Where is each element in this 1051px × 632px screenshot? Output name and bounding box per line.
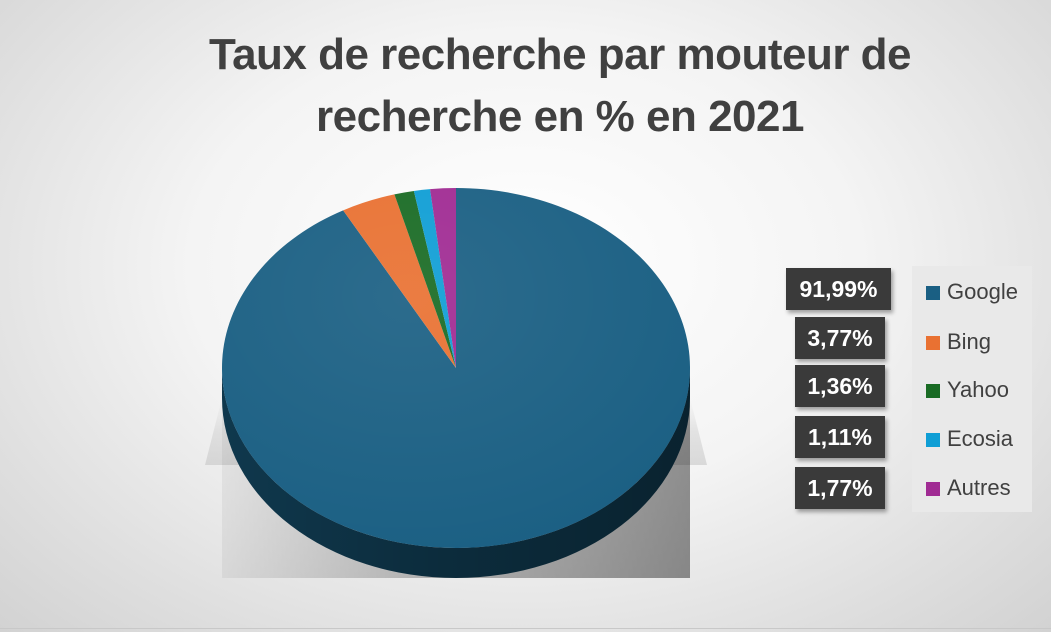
legend-item-yahoo: Yahoo [926, 377, 1009, 403]
pie-top-shine [222, 188, 690, 548]
chart-bottom-border [0, 628, 1051, 629]
legend-item-google: Google [926, 279, 1018, 305]
data-label-bing: 3,77% [795, 317, 885, 359]
data-label-ecosia: 1,11% [795, 416, 885, 458]
legend-label-bing: Bing [947, 329, 992, 354]
chart-title: Taux de recherche par mouteur de recherc… [60, 24, 1051, 148]
data-label-autres: 1,77% [795, 467, 885, 509]
legend-swatch-bing [926, 336, 940, 350]
legend-label-ecosia: Ecosia [947, 426, 1014, 451]
data-label-yahoo: 1,36% [795, 365, 885, 407]
legend-swatch-autres [926, 482, 940, 496]
legend-label-google: Google [947, 279, 1018, 304]
legend-item-autres: Autres [926, 475, 1011, 501]
legend-label-yahoo: Yahoo [947, 377, 1009, 402]
legend: Google Bing Yahoo Ecosia Autres [912, 266, 1032, 512]
chart-title-line-2: recherche en % en 2021 [316, 92, 804, 141]
chart-title-line-1: Taux de recherche par mouteur de [208, 30, 912, 79]
legend-swatch-ecosia [926, 433, 940, 447]
legend-swatch-yahoo [926, 384, 940, 398]
data-label-google: 91,99% [786, 268, 891, 310]
legend-item-bing: Bing [926, 329, 991, 355]
legend-item-ecosia: Ecosia [926, 426, 1013, 452]
legend-label-autres: Autres [947, 475, 1011, 500]
legend-swatch-google [926, 286, 940, 300]
